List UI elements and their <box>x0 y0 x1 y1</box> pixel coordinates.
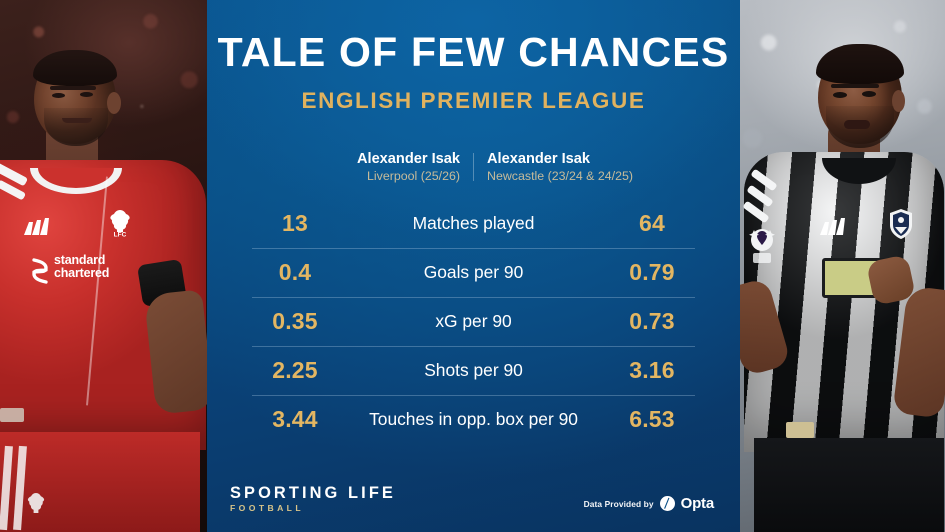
kit-tag <box>786 422 814 438</box>
right-value: 0.73 <box>629 308 675 334</box>
liverpool-crest-icon: LFC <box>110 210 130 239</box>
mouth <box>62 118 92 123</box>
liverpool-crest-shorts-icon <box>27 493 45 513</box>
svg-text:LFC: LFC <box>114 232 127 239</box>
left-player-name: Alexander Isak <box>356 150 460 167</box>
left-value: 0.35 <box>272 308 318 334</box>
shirt-collar <box>38 168 114 188</box>
right-player-club: Newcastle (23/24 & 24/25) <box>487 168 634 183</box>
table-row: 2.25 Shots per 90 3.16 <box>252 345 695 395</box>
metric-label: Shots per 90 <box>424 360 523 380</box>
newcastle-crest-icon <box>890 209 912 239</box>
page-title: TALE OF FEW CHANCES <box>217 29 730 75</box>
sponsor-line-2: chartered <box>54 266 110 280</box>
shirt-sponsor-text: standard chartered <box>28 254 124 288</box>
player-photo-newcastle: ab <box>740 0 945 532</box>
arm <box>143 289 215 415</box>
metric-label: Matches played <box>412 213 535 233</box>
hair <box>33 50 117 86</box>
metric-label: Goals per 90 <box>423 262 524 282</box>
adidas-logo-icon <box>820 218 845 235</box>
left-value: 3.44 <box>272 406 318 432</box>
opta-logo-icon <box>659 496 675 511</box>
eyebrow <box>831 84 879 88</box>
table-row: 13 Matches played 64 <box>252 200 695 248</box>
data-credit-label: Data Provided by <box>583 498 654 509</box>
page-subtitle: ENGLISH PREMIER LEAGUE <box>301 88 646 113</box>
header-divider <box>473 152 474 181</box>
data-provider-name: Opta <box>680 495 715 512</box>
standard-chartered-mark-icon <box>32 258 48 284</box>
stats-panel: TALE OF FEW CHANCES ENGLISH PREMIER LEAG… <box>207 0 740 532</box>
left-value: 0.4 <box>278 259 312 285</box>
player-photo-liverpool: LFC standard chartered <box>0 0 215 532</box>
left-player-club: Liverpool (25/26) <box>367 168 460 183</box>
ear <box>107 92 121 114</box>
newcastle-shorts <box>754 438 944 532</box>
eye-left <box>833 92 847 98</box>
stats-table: 13 Matches played 64 0.4 Goals per 90 0.… <box>252 200 695 444</box>
liverpool-shorts <box>0 432 200 532</box>
right-value: 3.16 <box>629 357 675 383</box>
header-column-right: Alexander Isak Newcastle (23/24 & 24/25) <box>474 151 635 184</box>
sponsor-line-1: standard <box>54 253 106 267</box>
data-provider-credit: Data Provided by Opta <box>583 495 715 514</box>
kit-tag <box>0 408 24 422</box>
left-value: 2.25 <box>272 357 318 383</box>
right-value: 64 <box>639 210 665 236</box>
brand-section: FOOTBALL <box>230 503 304 513</box>
panel-footer: SPORTING LIFE FOOTBALL Data Provided by … <box>207 484 740 514</box>
right-value: 6.53 <box>629 406 675 432</box>
table-row: 0.4 Goals per 90 0.79 <box>252 247 695 297</box>
mouth <box>844 120 870 129</box>
table-row: 0.35 xG per 90 0.73 <box>252 296 695 346</box>
hair <box>816 44 904 84</box>
left-value: 13 <box>282 210 308 236</box>
eye-right <box>862 91 876 97</box>
comparison-headers: Alexander Isak Liverpool (25/26) Alexand… <box>207 151 740 184</box>
adidas-logo-icon <box>24 218 49 235</box>
eyebrow <box>50 86 96 90</box>
brand-name: SPORTING LIFE <box>230 484 396 502</box>
eye-left <box>52 93 65 98</box>
table-row: 3.44 Touches in opp. box per 90 6.53 <box>252 394 695 444</box>
right-player-name: Alexander Isak <box>487 150 591 167</box>
ear <box>892 90 905 112</box>
header-column-left: Alexander Isak Liverpool (25/26) <box>312 151 473 184</box>
sporting-life-logo: SPORTING LIFE FOOTBALL <box>230 484 396 514</box>
metric-label: Touches in opp. box per 90 <box>369 409 578 429</box>
premier-league-badge-icon <box>749 229 775 263</box>
metric-label: xG per 90 <box>435 311 512 331</box>
right-value: 0.79 <box>629 259 675 285</box>
eye-right <box>80 92 93 97</box>
